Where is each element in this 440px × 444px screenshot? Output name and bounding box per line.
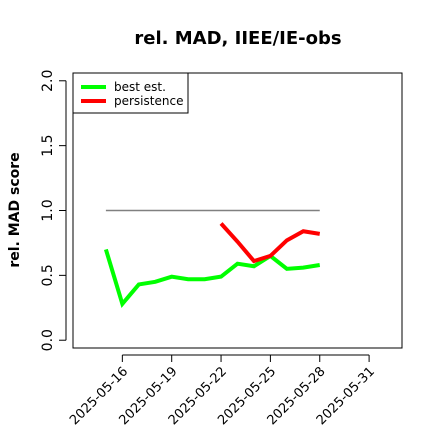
- series-line: [103, 248, 321, 308]
- y-tick-label: 1.5: [40, 135, 56, 157]
- y-tick-label: 0.0: [40, 329, 56, 351]
- y-tick-label: 0.5: [40, 264, 56, 286]
- plot-box: [72, 72, 403, 349]
- chart-title: rel. MAD, IIEE/IE-obs: [134, 28, 341, 49]
- y-tick-label: 1.0: [40, 199, 56, 221]
- legend-box: [72, 72, 189, 114]
- y-tick-label: 2.0: [40, 70, 56, 92]
- y-axis-label: rel. MAD score: [7, 152, 23, 267]
- legend-label: best est.: [114, 80, 166, 94]
- series-line: [219, 222, 321, 264]
- legend-label: persistence: [114, 94, 183, 108]
